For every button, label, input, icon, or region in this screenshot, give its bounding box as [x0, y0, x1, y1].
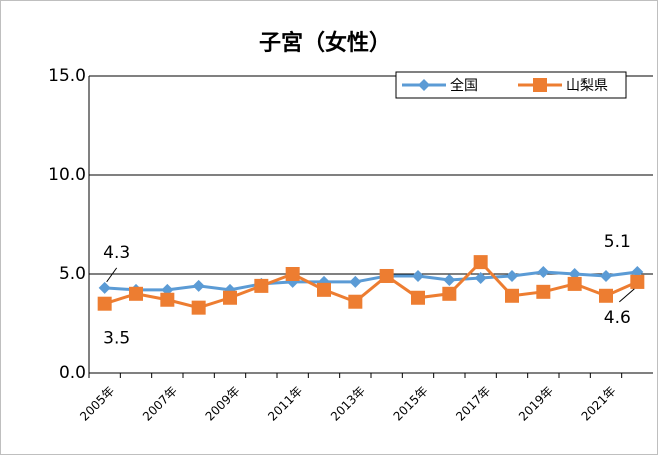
marker	[536, 284, 551, 299]
marker	[630, 274, 645, 289]
marker	[349, 275, 362, 288]
marker	[567, 276, 582, 291]
marker	[285, 267, 300, 281]
data-label: 5.1	[604, 232, 631, 252]
legend-marker	[418, 79, 430, 91]
marker	[348, 294, 363, 309]
marker	[98, 281, 111, 294]
marker	[191, 300, 206, 315]
leader-line	[106, 267, 118, 283]
legend-marker	[533, 78, 547, 92]
marker	[412, 269, 424, 282]
marker	[254, 278, 269, 293]
data-label: 4.3	[103, 243, 130, 263]
marker	[192, 279, 205, 292]
y-tick-label: 0.0	[59, 363, 86, 383]
y-tick-label: 5.0	[59, 264, 86, 284]
marker	[129, 286, 143, 301]
legend-label: 山梨県	[566, 78, 608, 94]
data-label: 3.5	[103, 329, 130, 349]
marker	[506, 269, 518, 282]
marker	[223, 290, 237, 305]
legend-label: 全国	[450, 77, 478, 94]
chart-title: 子宮（女性）	[259, 30, 391, 56]
marker	[599, 288, 613, 303]
data-label: 4.6	[604, 308, 631, 328]
marker	[474, 271, 487, 284]
y-tick-label: 10.0	[48, 165, 86, 185]
marker	[160, 292, 175, 307]
marker	[379, 268, 394, 283]
leader-line	[619, 288, 635, 303]
marker	[600, 269, 612, 282]
marker	[537, 266, 550, 279]
marker	[97, 296, 112, 311]
y-tick-label: 15.0	[48, 66, 86, 86]
marker	[473, 255, 488, 270]
marker	[411, 290, 425, 305]
marker	[317, 282, 331, 297]
marker	[443, 273, 456, 286]
marker	[442, 286, 457, 301]
marker	[505, 288, 519, 303]
